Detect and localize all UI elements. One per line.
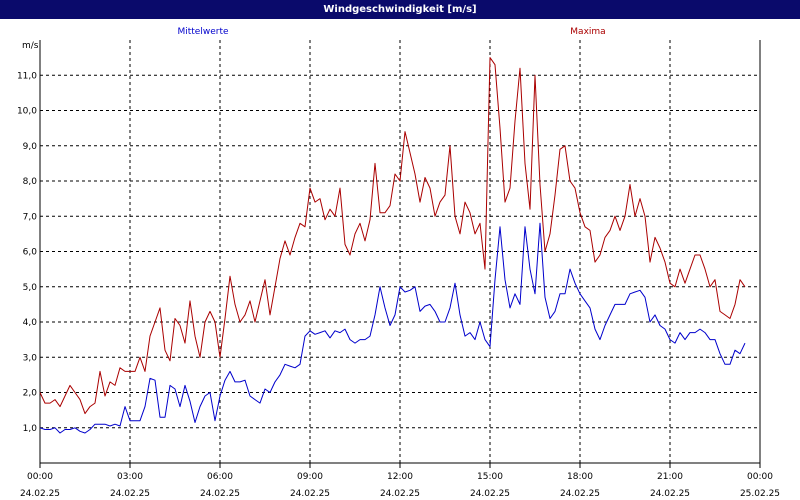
x-tick-time: 00:00	[747, 472, 773, 482]
chart-title: Windgeschwindigkeit [m/s]	[0, 0, 800, 19]
y-axis-unit-label: m/s	[22, 41, 39, 51]
y-tick-label: 9,0	[23, 142, 38, 152]
series-line-maxima	[39, 57, 746, 415]
x-tick-date: 24.02.25	[200, 489, 240, 499]
x-tick-time: 15:00	[477, 472, 503, 482]
y-tick-labels: 1,0 2,0 3,0 4,0 5,0 6,0 7,0 8,0 9,0 10,0 11,0	[17, 71, 37, 434]
y-tick-label: 8,0	[23, 177, 38, 187]
x-tick-date: 24.02.25	[470, 489, 510, 499]
series-line-mittelwerte	[39, 222, 746, 434]
y-tick-label: 5,0	[23, 283, 38, 293]
x-tick-time: 09:00	[297, 472, 323, 482]
x-tick-date: 24.02.25	[560, 489, 600, 499]
wind-speed-chart: 1,0 2,0 3,0 4,0 5,0 6,0 7,0 8,0 9,0 10,0 11,0 00:0…	[17, 27, 780, 499]
legend-maxima: Maxima	[570, 27, 605, 37]
y-tick-label: 4,0	[23, 318, 38, 328]
legend-mittelwerte: Mittelwerte	[177, 27, 228, 37]
x-tick-time: 03:00	[117, 472, 143, 482]
y-tick-label: 1,0	[23, 424, 38, 434]
y-tick-label: 7,0	[23, 212, 38, 222]
x-tick-labels: 00:00 24.02.25 03:00 24.02.25 06:00 24.02.25 0…	[20, 472, 780, 499]
y-tick-label: 11,0	[17, 71, 37, 81]
x-tick-date: 24.02.25	[20, 489, 60, 499]
x-tick-date: 25.02.25	[740, 489, 780, 499]
x-tick-date: 24.02.25	[110, 489, 150, 499]
x-tick-date: 24.02.25	[380, 489, 420, 499]
y-tick-label: 10,0	[17, 107, 37, 117]
series-lines	[39, 57, 746, 434]
y-tick-label: 3,0	[23, 353, 38, 363]
x-tick-date: 24.02.25	[650, 489, 690, 499]
y-tick-label: 6,0	[23, 248, 38, 258]
y-tick-label: 2,0	[23, 389, 38, 399]
x-tick-date: 24.02.25	[290, 489, 330, 499]
x-tick-time: 12:00	[387, 472, 413, 482]
x-tick-time: 06:00	[207, 472, 233, 482]
x-tick-time: 18:00	[567, 472, 593, 482]
x-tick-time: 21:00	[657, 472, 683, 482]
x-tick-time: 00:00	[27, 472, 53, 482]
